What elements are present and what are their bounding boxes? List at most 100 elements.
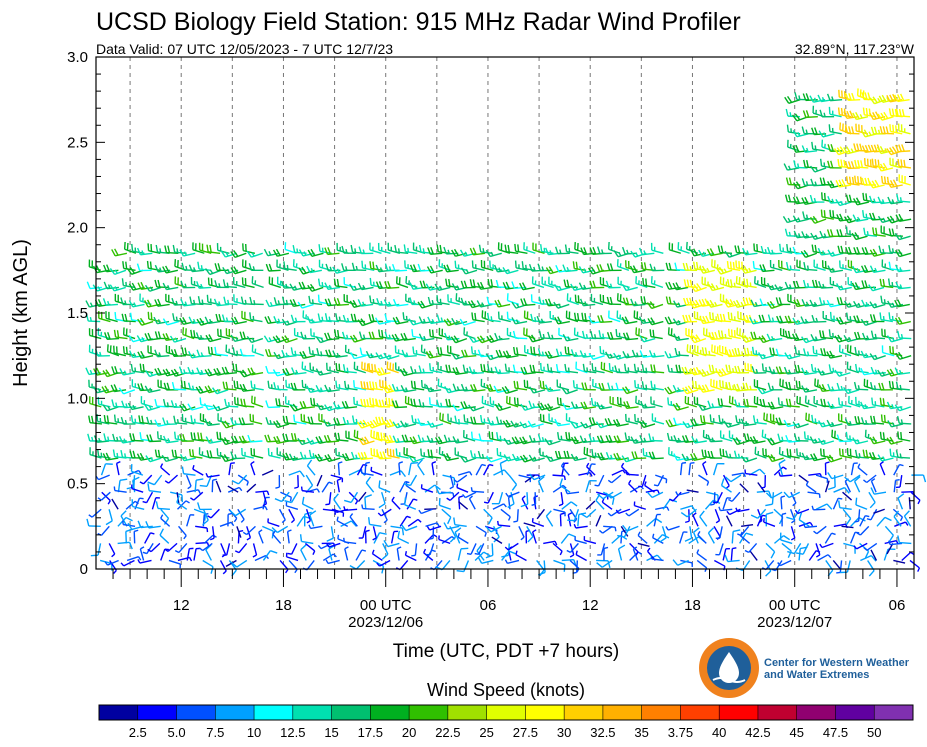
wind-barb — [197, 432, 211, 442]
wind-barb — [216, 448, 230, 459]
wind-barb — [749, 550, 758, 561]
wind-barb — [453, 474, 468, 483]
wind-barb — [214, 280, 229, 289]
wind-barb — [478, 244, 493, 254]
wind-barb — [895, 213, 912, 222]
wind-barb — [512, 364, 527, 374]
wind-barb — [427, 449, 442, 459]
wind-barb — [426, 265, 443, 274]
wind-barb — [793, 433, 809, 442]
wind-barb — [625, 413, 638, 425]
wind-barb — [207, 508, 220, 519]
wind-barb — [651, 413, 665, 425]
wind-barb — [425, 350, 442, 359]
wind-barb — [324, 282, 341, 290]
wind-barb — [221, 437, 238, 446]
wind-barb — [180, 298, 196, 307]
wind-barb — [410, 380, 425, 391]
wind-barb — [195, 541, 210, 547]
wind-barb — [357, 318, 374, 327]
wind-barb — [707, 400, 723, 409]
wind-barb — [117, 541, 133, 550]
wind-barb — [326, 526, 335, 542]
wind-barb — [288, 508, 296, 524]
wind-barb — [353, 361, 367, 374]
wind-barb — [443, 453, 459, 462]
wind-barb — [470, 346, 485, 357]
wind-barb — [531, 529, 537, 544]
wind-barb — [231, 474, 248, 485]
wind-barb — [300, 331, 316, 340]
wind-barb — [427, 246, 443, 256]
wind-barb — [267, 448, 281, 459]
wind-barb — [186, 489, 201, 494]
wind-barb — [154, 298, 170, 307]
wind-barb — [418, 244, 433, 254]
wind-barb — [390, 525, 405, 536]
wind-barb — [144, 369, 162, 378]
wind-barb — [685, 327, 698, 340]
wind-barb — [265, 365, 281, 374]
wind-barb — [833, 486, 850, 494]
wind-barb — [325, 559, 340, 565]
wind-barb — [95, 474, 110, 481]
wind-barb — [216, 243, 230, 254]
wind-barb — [699, 415, 714, 425]
wind-barb — [893, 510, 902, 527]
wind-barb — [205, 473, 220, 478]
wind-barb — [308, 524, 323, 530]
wind-barb — [408, 318, 425, 326]
wind-barb — [194, 478, 204, 493]
wind-barb — [119, 368, 136, 376]
wind-barb — [88, 508, 102, 518]
wind-barb — [460, 267, 478, 275]
wind-barb — [211, 478, 217, 493]
wind-barb — [427, 316, 443, 325]
wind-barb — [579, 350, 596, 358]
wind-barb — [192, 242, 205, 254]
wind-barb — [895, 351, 912, 360]
colorbar-swatch — [564, 705, 604, 720]
wind-barb — [304, 542, 316, 556]
wind-barb — [485, 543, 494, 559]
wind-barb — [176, 495, 188, 510]
wind-barb — [316, 348, 331, 357]
wind-barb — [400, 332, 416, 341]
wind-barb — [171, 297, 187, 306]
wind-barb — [111, 366, 127, 375]
wind-barb — [240, 296, 256, 306]
wind-barb — [249, 296, 264, 306]
wind-barb — [369, 295, 383, 306]
wind-barb — [251, 276, 264, 289]
wind-barb — [753, 243, 767, 254]
wind-barb — [276, 259, 289, 272]
wind-barb — [607, 382, 622, 391]
colorbar-tick-label: 50 — [867, 725, 881, 740]
wind-barb — [285, 552, 299, 562]
wind-barb — [621, 283, 638, 292]
wind-barb — [383, 352, 400, 360]
wind-barb — [897, 535, 912, 545]
colorbar-tick-label: 30 — [557, 725, 571, 740]
wind-barb — [232, 277, 246, 289]
wind-barb — [665, 525, 680, 531]
wind-barb — [249, 312, 263, 323]
wind-barb — [117, 478, 128, 493]
wind-barb — [255, 490, 270, 496]
wind-barb — [196, 281, 212, 289]
wind-barb — [425, 522, 440, 528]
colorbar-swatch — [137, 705, 178, 720]
wind-barb — [648, 350, 665, 358]
wind-barb — [521, 495, 529, 510]
colorbar-tick-label: 25 — [479, 725, 493, 740]
wind-barb — [177, 556, 193, 562]
wind-barb — [195, 332, 211, 340]
wind-barb — [401, 349, 417, 358]
wind-barb — [129, 312, 144, 323]
wind-barb — [647, 317, 664, 326]
wind-barb — [105, 311, 118, 323]
wind-barb — [343, 491, 359, 504]
wind-barb — [425, 283, 442, 291]
wind-barb — [539, 413, 553, 425]
wind-barb — [410, 398, 425, 408]
